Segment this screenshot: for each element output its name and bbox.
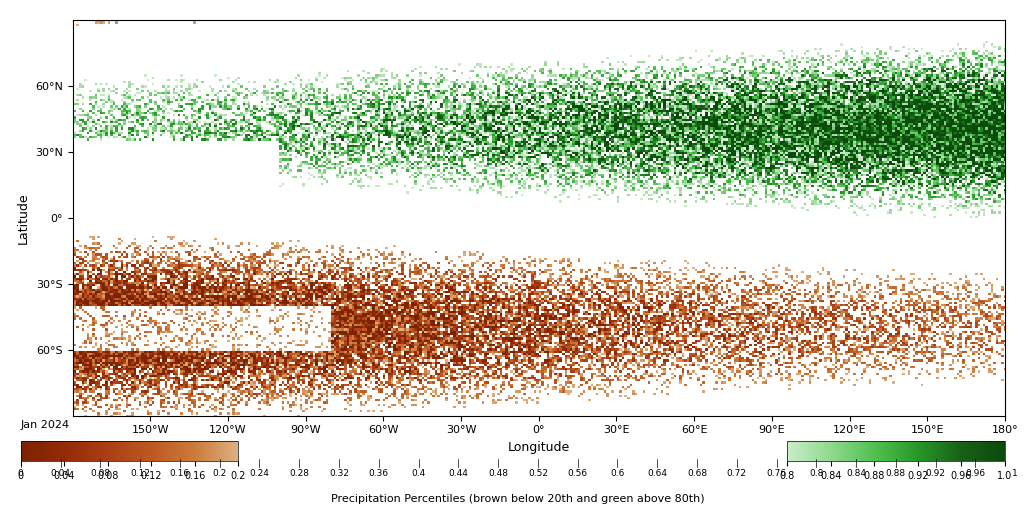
Text: 0.64: 0.64: [648, 469, 667, 479]
Text: 0.2: 0.2: [212, 469, 227, 479]
Text: 0.96: 0.96: [966, 469, 985, 479]
Text: 0: 0: [18, 469, 24, 479]
Text: 0.48: 0.48: [488, 469, 508, 479]
X-axis label: Longitude: Longitude: [508, 441, 570, 454]
Text: 0.32: 0.32: [329, 469, 349, 479]
Text: 0.44: 0.44: [449, 469, 468, 479]
Text: 0.04: 0.04: [51, 469, 70, 479]
Text: 0.84: 0.84: [846, 469, 866, 479]
Text: 0.8: 0.8: [809, 469, 824, 479]
Text: 1: 1: [1012, 469, 1018, 479]
Text: 0.36: 0.36: [369, 469, 388, 479]
Text: 0.08: 0.08: [90, 469, 111, 479]
Text: 0.4: 0.4: [411, 469, 426, 479]
Text: Precipitation Percentiles (brown below 20th and green above 80th): Precipitation Percentiles (brown below 2…: [332, 494, 704, 504]
Text: 0.92: 0.92: [926, 469, 946, 479]
Text: Jan 2024: Jan 2024: [21, 420, 69, 430]
Y-axis label: Latitude: Latitude: [17, 192, 29, 244]
Text: 0.16: 0.16: [170, 469, 190, 479]
Text: 0.72: 0.72: [727, 469, 747, 479]
Text: 0.28: 0.28: [289, 469, 309, 479]
Text: 0.6: 0.6: [610, 469, 625, 479]
Text: 0.52: 0.52: [528, 469, 548, 479]
Text: 0.12: 0.12: [131, 469, 150, 479]
Text: 0.24: 0.24: [250, 469, 269, 479]
Text: 0.68: 0.68: [687, 469, 708, 479]
Text: 0.76: 0.76: [767, 469, 786, 479]
Text: 0.88: 0.88: [886, 469, 906, 479]
Text: 0.56: 0.56: [568, 469, 587, 479]
